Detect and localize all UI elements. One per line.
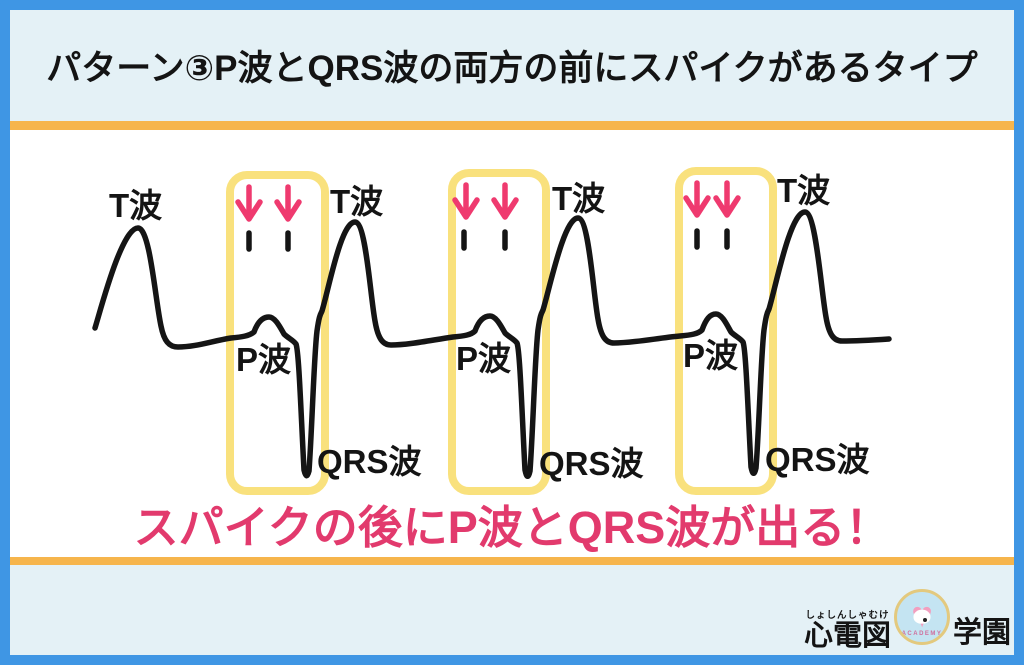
brand-text-academy: 学園: [953, 617, 1012, 649]
qrs-wave-label: QRS波: [317, 443, 422, 480]
qrs-wave-label: QRS波: [765, 441, 870, 478]
t-wave-label: T波: [330, 183, 384, 220]
p-wave-label: P波: [456, 340, 512, 377]
brand-name-left: しょしんしゃむけ 心電図: [804, 609, 892, 652]
conclusion-text: スパイクの後にP波とQRS波が出る！: [133, 502, 891, 553]
down-arrow-icon: [235, 184, 263, 222]
cat-face-icon: [913, 609, 931, 624]
down-arrow-icon: [452, 182, 480, 220]
down-arrow-icon: [683, 180, 711, 218]
brand-text-ecg: 心電図: [804, 620, 892, 652]
down-arrow-icon: [491, 182, 519, 220]
footer-bar: [10, 565, 1014, 655]
highlight-box-1: [226, 171, 329, 495]
p-wave-label: P波: [683, 337, 739, 374]
highlight-box-3: [675, 167, 777, 495]
badge-academy-text: ACADEMY: [901, 631, 943, 637]
cat-eye-icon: [923, 618, 928, 622]
academy-badge-logo: ♥ ACADEMY: [894, 589, 951, 645]
page-title: パターン③P波とQRS波の両方の前にスパイクがあるタイプ: [46, 49, 978, 88]
t-wave-label: T波: [552, 180, 606, 217]
orange-divider-bottom: [10, 557, 1014, 565]
highlight-box-2: [448, 169, 550, 495]
title-bar: パターン③P波とQRS波の両方の前にスパイクがあるタイプ: [10, 10, 1014, 121]
p-wave-label: P波: [236, 341, 292, 378]
ecg-trace: [92, 209, 892, 479]
down-arrow-icon: [274, 184, 302, 222]
t-wave-label: T波: [777, 172, 831, 209]
brand-logo: しょしんしゃむけ 心電図 ♥ ACADEMY 学園: [804, 589, 1011, 651]
qrs-wave-label: QRS波: [539, 445, 644, 482]
down-arrow-icon: [713, 180, 741, 218]
t-wave-label: T波: [109, 187, 163, 224]
orange-divider-top: [10, 121, 1014, 130]
brand-furigana: しょしんしゃむけ: [805, 609, 890, 621]
